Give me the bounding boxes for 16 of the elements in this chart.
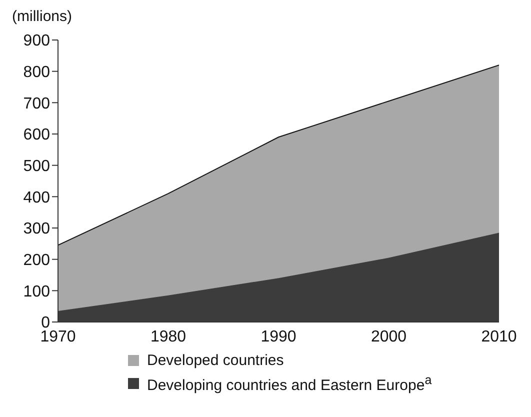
y-tick-label: 500 bbox=[23, 158, 50, 176]
y-tick-label: 700 bbox=[23, 95, 50, 112]
x-tick-label: 2000 bbox=[370, 328, 407, 346]
y-tick-label: 300 bbox=[23, 220, 50, 238]
y-axis-title: (millions) bbox=[11, 8, 73, 27]
y-tick-label: 900 bbox=[23, 32, 50, 50]
y-tick-label: 600 bbox=[23, 126, 50, 144]
y-tick-label: 200 bbox=[23, 252, 50, 270]
y-tick-label: 100 bbox=[23, 283, 50, 300]
x-tick-label: 2010 bbox=[481, 328, 517, 346]
x-tick-label: 1980 bbox=[150, 328, 186, 346]
legend-label: Developing countries and Eastern Europe$^{a}$ bbox=[147, 373, 432, 394]
x-tick-label: 1990 bbox=[260, 328, 296, 346]
y-tick-label: 800 bbox=[23, 64, 50, 82]
legend-label: Developed countries bbox=[147, 352, 284, 369]
y-tick-label: 400 bbox=[23, 189, 50, 206]
